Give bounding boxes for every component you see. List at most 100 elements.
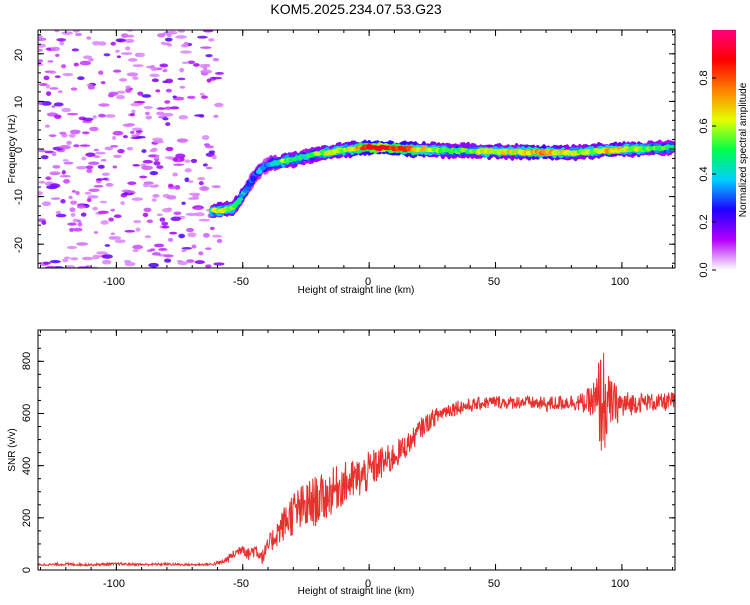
noise-speckle	[205, 264, 212, 268]
noise-speckle	[38, 37, 47, 42]
noise-speckle	[124, 229, 136, 233]
spectrogram-ytick-label: -10	[13, 189, 25, 205]
noise-speckle	[142, 159, 154, 164]
snr-ticks	[38, 330, 675, 571]
noise-speckle	[62, 159, 69, 162]
noise-speckle	[162, 112, 174, 117]
snr-ylabel: SNR (v/v)	[7, 428, 18, 471]
spectrogram-ytick-label: 10	[13, 96, 25, 108]
noise-speckle	[102, 177, 108, 181]
noise-speckle	[38, 82, 48, 87]
noise-speckle	[112, 236, 122, 240]
noise-speckle	[202, 163, 208, 167]
noise-speckle	[156, 165, 164, 169]
noise-speckle	[124, 38, 135, 44]
ridge-cell	[237, 197, 244, 202]
noise-speckle	[76, 205, 87, 209]
colorbar-gradient	[712, 30, 736, 270]
noise-speckle	[75, 191, 80, 196]
colorbar: 0.0 0.2 0.4 0.6 0.8 Normalized spectral …	[698, 30, 749, 278]
colorbar-label: Normalized spectral amplitude	[738, 82, 749, 217]
noise-speckle	[73, 62, 79, 67]
noise-speckle	[180, 50, 192, 54]
noise-speckle	[139, 175, 148, 179]
frequency-ridge	[209, 139, 675, 219]
noise-speckle	[197, 176, 206, 181]
noise-speckle	[99, 200, 108, 204]
noise-speckle	[87, 195, 99, 199]
noise-speckle	[135, 136, 146, 139]
noise-speckle	[214, 102, 224, 108]
noise-speckle	[82, 120, 93, 124]
noise-speckle	[94, 151, 106, 155]
noise-speckle	[66, 140, 72, 145]
noise-speckle	[62, 72, 74, 77]
noise-speckle	[108, 217, 114, 222]
noise-speckle	[165, 78, 174, 84]
noise-speckle	[44, 150, 55, 154]
noise-speckle	[122, 135, 128, 139]
noise-speckle	[104, 244, 111, 247]
noise-speckle	[76, 242, 89, 246]
noise-speckle	[59, 174, 71, 178]
noise-speckle	[133, 220, 142, 224]
noise-speckle	[144, 235, 152, 239]
noise-speckle	[92, 254, 100, 260]
noise-speckle	[55, 213, 67, 218]
spectrogram-xtick-label: -100	[103, 276, 125, 288]
noise-speckle	[86, 36, 92, 40]
noise-speckle	[170, 106, 180, 110]
noise-speckle	[157, 33, 166, 38]
noise-speckle	[51, 105, 56, 108]
noise-speckle	[162, 117, 169, 121]
noise-speckle	[120, 33, 129, 38]
noise-speckle	[100, 81, 106, 85]
noise-speckle	[151, 198, 157, 202]
noise-speckle	[177, 261, 189, 266]
noise-speckle	[205, 166, 213, 170]
noise-speckle	[47, 60, 54, 63]
noise-speckle	[59, 41, 65, 46]
noise-speckle	[61, 107, 72, 113]
noise-speckle	[38, 181, 46, 184]
noise-speckle	[123, 259, 132, 264]
noise-speckle	[126, 72, 139, 77]
noise-speckle	[173, 163, 185, 166]
noise-speckle	[48, 134, 57, 138]
noise-speckle	[179, 67, 185, 73]
noise-speckle	[49, 259, 61, 264]
noise-speckle	[152, 193, 160, 198]
noise-speckle	[92, 40, 101, 46]
noise-speckle	[75, 165, 87, 170]
noise-speckle	[77, 219, 82, 223]
noise-speckle	[160, 41, 166, 45]
noise-speckle	[82, 55, 93, 59]
noise-speckle	[72, 227, 83, 232]
noise-speckle	[65, 265, 76, 268]
noise-speckle	[163, 254, 174, 258]
noise-speckle	[87, 85, 96, 90]
noise-speckle	[193, 63, 200, 67]
noise-speckle	[98, 70, 104, 75]
noise-speckle	[93, 184, 104, 188]
noise-speckle	[151, 252, 161, 256]
noise-speckle	[38, 35, 43, 38]
noise-speckle	[142, 212, 149, 217]
noise-speckle	[81, 256, 94, 261]
noise-speckle	[57, 90, 63, 93]
noise-speckle	[211, 154, 217, 160]
noise-speckle	[104, 146, 114, 151]
noise-speckle	[209, 226, 215, 231]
noise-speckle	[184, 159, 191, 163]
noise-speckle	[178, 115, 189, 120]
noise-speckle	[112, 130, 124, 136]
noise-speckle	[145, 111, 150, 116]
noise-speckle	[132, 244, 144, 250]
noise-speckle	[61, 170, 66, 175]
noise-speckle	[150, 248, 156, 251]
spectrogram-ylabel: Frequency (Hz)	[7, 115, 18, 184]
noise-speckle	[201, 135, 210, 140]
noise-speckle	[63, 256, 71, 260]
noise-speckle	[92, 115, 97, 119]
